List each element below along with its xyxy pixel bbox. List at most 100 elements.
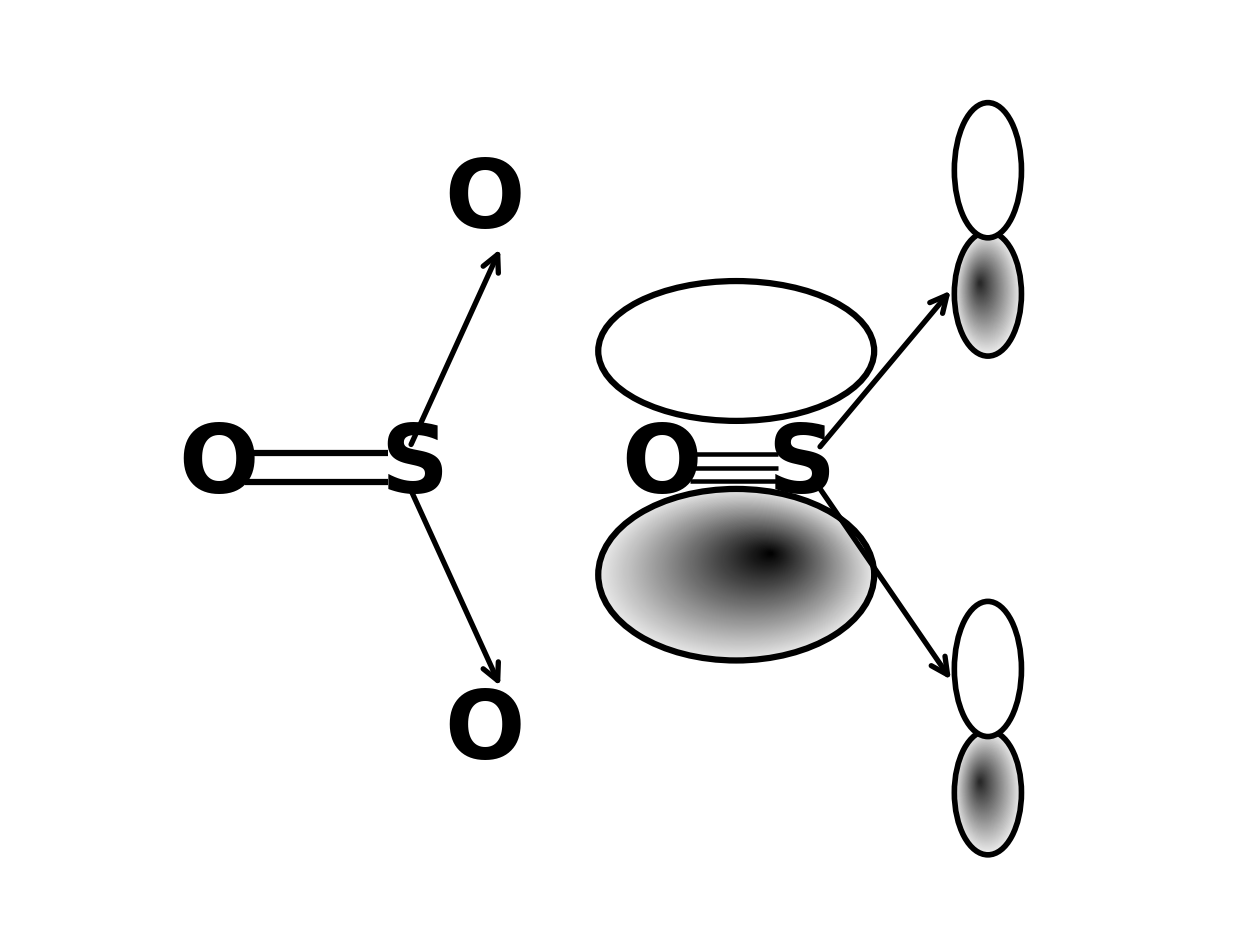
Ellipse shape	[969, 759, 998, 813]
Ellipse shape	[713, 532, 805, 589]
Ellipse shape	[652, 509, 843, 627]
Ellipse shape	[960, 741, 1013, 841]
Ellipse shape	[955, 732, 1020, 852]
Ellipse shape	[967, 756, 1000, 818]
Ellipse shape	[615, 496, 864, 650]
Ellipse shape	[979, 281, 981, 285]
Ellipse shape	[676, 518, 828, 612]
Ellipse shape	[972, 267, 993, 306]
Ellipse shape	[972, 767, 991, 803]
Ellipse shape	[957, 237, 1016, 348]
Ellipse shape	[975, 772, 988, 796]
Ellipse shape	[960, 243, 1013, 339]
Ellipse shape	[712, 531, 806, 590]
Ellipse shape	[751, 546, 782, 566]
Ellipse shape	[667, 514, 833, 618]
Ellipse shape	[672, 516, 830, 615]
Ellipse shape	[974, 271, 989, 299]
Ellipse shape	[977, 279, 984, 290]
Ellipse shape	[767, 553, 772, 555]
Ellipse shape	[955, 103, 1021, 237]
Ellipse shape	[967, 756, 1000, 817]
Ellipse shape	[967, 755, 1001, 819]
Ellipse shape	[956, 734, 1019, 850]
Ellipse shape	[956, 733, 1019, 851]
Ellipse shape	[964, 251, 1006, 329]
Ellipse shape	[975, 273, 989, 297]
Text: S: S	[767, 422, 835, 513]
Ellipse shape	[697, 525, 815, 598]
Ellipse shape	[969, 261, 998, 315]
Ellipse shape	[970, 762, 996, 810]
Ellipse shape	[970, 263, 996, 311]
Ellipse shape	[721, 535, 801, 584]
Ellipse shape	[967, 257, 1000, 320]
Ellipse shape	[629, 500, 855, 641]
Ellipse shape	[769, 553, 771, 554]
Ellipse shape	[960, 243, 1013, 340]
Ellipse shape	[974, 770, 989, 798]
Ellipse shape	[972, 767, 993, 804]
Ellipse shape	[970, 262, 998, 313]
Ellipse shape	[960, 244, 1011, 338]
Ellipse shape	[956, 735, 1018, 848]
Ellipse shape	[977, 280, 982, 289]
Text: O: O	[179, 422, 259, 513]
Ellipse shape	[977, 776, 985, 790]
Ellipse shape	[699, 526, 814, 598]
Ellipse shape	[625, 499, 858, 643]
Ellipse shape	[979, 281, 981, 286]
Ellipse shape	[671, 516, 832, 616]
Ellipse shape	[962, 248, 1009, 333]
Ellipse shape	[679, 519, 827, 611]
Ellipse shape	[971, 763, 995, 808]
Ellipse shape	[754, 547, 781, 564]
Ellipse shape	[662, 512, 837, 621]
Ellipse shape	[961, 245, 1010, 337]
Ellipse shape	[969, 261, 998, 314]
Ellipse shape	[979, 781, 981, 784]
Ellipse shape	[957, 738, 1015, 845]
Ellipse shape	[674, 517, 829, 613]
Ellipse shape	[964, 250, 1006, 331]
Ellipse shape	[621, 497, 860, 646]
Ellipse shape	[730, 538, 796, 579]
Ellipse shape	[677, 518, 827, 611]
Ellipse shape	[955, 232, 1021, 356]
Ellipse shape	[964, 251, 1006, 330]
Ellipse shape	[766, 552, 774, 556]
Text: O: O	[444, 687, 525, 779]
Ellipse shape	[962, 247, 1009, 334]
Ellipse shape	[610, 494, 867, 654]
Ellipse shape	[965, 753, 1004, 823]
Ellipse shape	[976, 276, 985, 294]
Ellipse shape	[957, 737, 1016, 846]
Ellipse shape	[669, 515, 832, 617]
Ellipse shape	[961, 743, 1011, 837]
Ellipse shape	[979, 280, 982, 287]
Ellipse shape	[955, 731, 1021, 854]
Ellipse shape	[747, 545, 785, 568]
Ellipse shape	[956, 236, 1018, 351]
Ellipse shape	[759, 549, 777, 560]
Ellipse shape	[961, 245, 1011, 338]
Ellipse shape	[971, 266, 994, 307]
Ellipse shape	[970, 761, 998, 812]
Text: O: O	[444, 156, 525, 248]
Ellipse shape	[967, 757, 1000, 816]
Ellipse shape	[741, 542, 789, 572]
Ellipse shape	[633, 502, 853, 639]
Ellipse shape	[955, 732, 1020, 853]
Ellipse shape	[965, 751, 1005, 826]
Ellipse shape	[962, 747, 1008, 831]
Ellipse shape	[962, 748, 1008, 830]
Ellipse shape	[957, 736, 1018, 847]
Ellipse shape	[703, 528, 811, 596]
Ellipse shape	[965, 254, 1004, 324]
Ellipse shape	[711, 531, 806, 591]
Ellipse shape	[955, 233, 1020, 354]
Ellipse shape	[957, 238, 1016, 347]
Ellipse shape	[959, 241, 1014, 342]
Ellipse shape	[691, 524, 819, 603]
Ellipse shape	[971, 765, 994, 806]
